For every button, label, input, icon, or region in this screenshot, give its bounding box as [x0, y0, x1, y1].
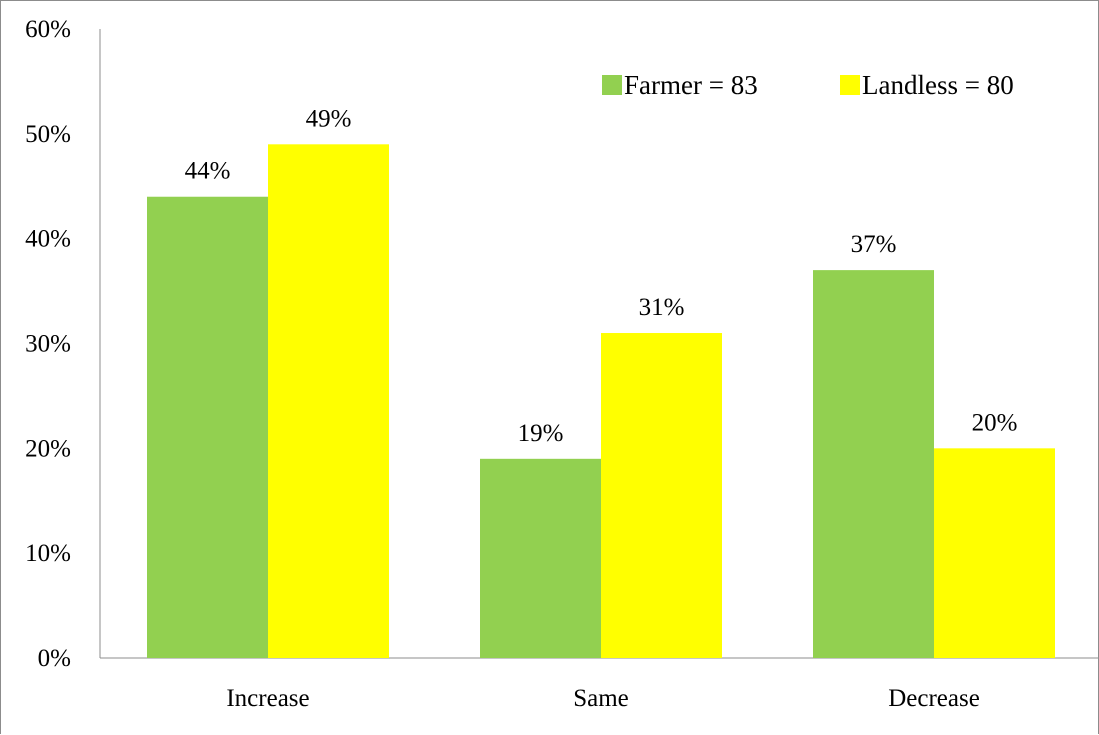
bar-decrease-farmer — [813, 270, 934, 658]
data-label: 37% — [851, 231, 897, 258]
legend-label: Farmer = 83 — [624, 70, 758, 100]
data-label: 44% — [185, 158, 231, 185]
data-label: 20% — [972, 409, 1018, 436]
x-tick-label: Decrease — [888, 685, 980, 712]
y-tick-label: 50% — [25, 121, 71, 148]
y-tick-label: 40% — [25, 226, 71, 253]
y-tick-label: 10% — [25, 540, 71, 567]
bar-increase-landless — [268, 144, 389, 659]
legend-swatch — [602, 75, 622, 95]
data-label: 49% — [306, 105, 352, 132]
legend-label: Landless = 80 — [862, 70, 1014, 100]
y-tick-label: 0% — [38, 645, 71, 672]
x-tick-label: Increase — [226, 685, 309, 712]
y-tick-label: 60% — [25, 16, 71, 43]
legend-swatch — [840, 75, 860, 95]
data-label: 31% — [639, 294, 685, 321]
bar-same-farmer — [480, 458, 601, 658]
data-label: 19% — [518, 420, 564, 447]
bar-decrease-landless — [934, 448, 1055, 658]
x-tick-label: Same — [573, 685, 629, 712]
y-tick-label: 30% — [25, 331, 71, 358]
bar-same-landless — [601, 333, 722, 658]
y-tick-label: 20% — [25, 435, 71, 462]
bar-increase-farmer — [147, 196, 268, 658]
